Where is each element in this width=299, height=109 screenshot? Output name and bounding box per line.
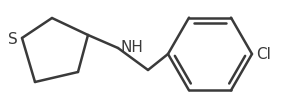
Text: NH: NH (120, 39, 143, 54)
Text: S: S (8, 32, 18, 47)
Text: Cl: Cl (256, 47, 271, 61)
